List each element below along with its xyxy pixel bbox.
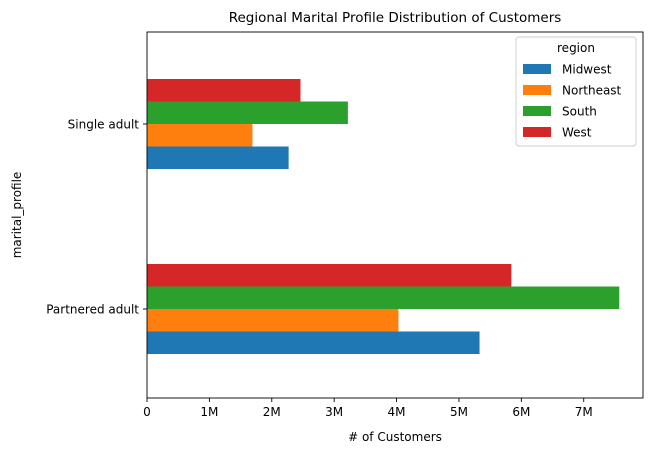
x-axis-label: # of Customers (348, 430, 442, 444)
x-tick-label: 2M (263, 405, 281, 419)
x-tick-label: 1M (200, 405, 218, 419)
legend-swatch (523, 127, 551, 137)
bar-south-partnered-adult (147, 286, 620, 309)
bar-midwest-single-adult (147, 146, 289, 169)
chart-title: Regional Marital Profile Distribution of… (229, 10, 562, 26)
bars-group (147, 79, 620, 354)
bar-west-partnered-adult (147, 264, 512, 287)
x-axis-ticks: 0 1M 2M 3M 4M 5M 6M 7M (143, 398, 593, 419)
y-tick-label: Partnered adult (46, 303, 139, 317)
x-tick-label: 6M (512, 405, 530, 419)
x-tick-label: 3M (325, 405, 343, 419)
legend-swatch (523, 64, 551, 74)
legend-label: Midwest (562, 63, 612, 77)
plot-frame (146, 31, 644, 399)
legend: region Midwest Northeast South West (515, 36, 637, 147)
y-tick-label: Single adult (68, 118, 140, 132)
legend-swatch (523, 106, 551, 116)
x-tick-label: 4M (388, 405, 406, 419)
bar-northeast-partnered-adult (147, 309, 399, 332)
legend-items: Midwest Northeast South West (523, 63, 622, 140)
x-tick-label: 5M (450, 405, 468, 419)
legend-label: South (562, 105, 597, 119)
bar-south-single-adult (147, 101, 348, 124)
y-axis-label: marital_profile (10, 172, 24, 259)
x-tick-label: 7M (575, 405, 593, 419)
bar-midwest-partnered-adult (147, 331, 480, 354)
legend-swatch (523, 85, 551, 95)
y-axis-ticks: Partnered adult Single adult (46, 118, 147, 317)
legend-label: West (562, 126, 592, 140)
bar-west-single-adult (147, 79, 301, 102)
legend-label: Northeast (562, 84, 622, 98)
legend-title: region (557, 41, 595, 55)
bar-northeast-single-adult (147, 124, 253, 147)
x-tick-label: 0 (143, 405, 151, 419)
